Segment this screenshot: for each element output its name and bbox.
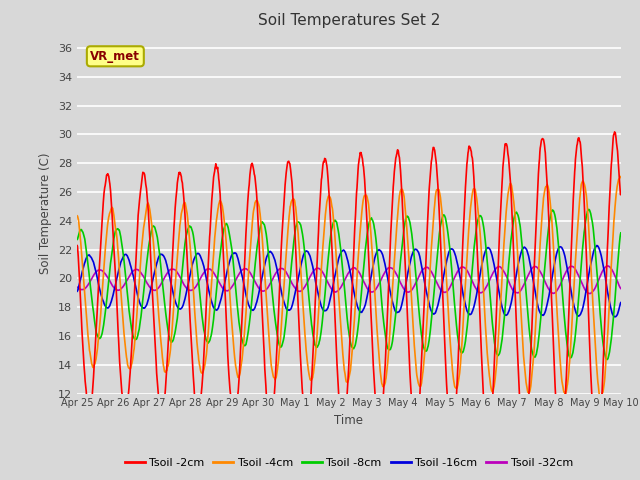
Tsoil -2cm	[593, 446, 601, 452]
Tsoil -4cm	[383, 372, 390, 378]
Tsoil -16cm	[315, 294, 323, 300]
Line: Tsoil -32cm: Tsoil -32cm	[77, 266, 621, 294]
Y-axis label: Soil Temperature (C): Soil Temperature (C)	[39, 153, 52, 275]
Tsoil -16cm	[304, 249, 312, 254]
Title: Soil Temperatures Set 2: Soil Temperatures Set 2	[258, 13, 440, 28]
Tsoil -32cm	[304, 279, 312, 285]
Tsoil -4cm	[304, 361, 312, 367]
Tsoil -2cm	[383, 337, 390, 343]
Text: VR_met: VR_met	[90, 50, 140, 63]
Legend: Tsoil -2cm, Tsoil -4cm, Tsoil -8cm, Tsoil -16cm, Tsoil -32cm: Tsoil -2cm, Tsoil -4cm, Tsoil -8cm, Tsoi…	[120, 453, 577, 472]
Line: Tsoil -2cm: Tsoil -2cm	[77, 132, 621, 449]
Tsoil -16cm	[611, 314, 619, 320]
Tsoil -2cm	[315, 218, 323, 224]
Tsoil -8cm	[137, 313, 145, 319]
Tsoil -32cm	[137, 270, 145, 276]
Tsoil -2cm	[115, 344, 123, 350]
Tsoil -32cm	[315, 265, 323, 271]
Tsoil -2cm	[73, 243, 81, 249]
Tsoil -2cm	[304, 419, 312, 425]
Tsoil -32cm	[604, 263, 612, 269]
Tsoil -16cm	[593, 242, 601, 248]
Tsoil -4cm	[115, 261, 123, 266]
Tsoil -16cm	[617, 300, 625, 305]
Tsoil -16cm	[73, 288, 81, 294]
Tsoil -32cm	[325, 281, 333, 287]
Tsoil -4cm	[596, 395, 604, 401]
Tsoil -16cm	[383, 268, 390, 274]
Tsoil -32cm	[617, 286, 625, 291]
Line: Tsoil -4cm: Tsoil -4cm	[77, 177, 621, 398]
Tsoil -8cm	[115, 227, 123, 233]
Tsoil -16cm	[137, 303, 145, 309]
Tsoil -32cm	[383, 267, 390, 273]
Tsoil -4cm	[137, 252, 145, 258]
Tsoil -4cm	[617, 174, 625, 180]
Tsoil -2cm	[611, 129, 618, 135]
Tsoil -8cm	[617, 230, 625, 236]
Tsoil -8cm	[73, 237, 81, 242]
Tsoil -32cm	[73, 284, 81, 290]
Tsoil -2cm	[617, 192, 625, 197]
Tsoil -4cm	[73, 213, 81, 218]
Tsoil -8cm	[585, 206, 593, 212]
Tsoil -2cm	[325, 185, 333, 191]
Tsoil -32cm	[115, 287, 123, 293]
Tsoil -8cm	[604, 357, 611, 362]
Tsoil -4cm	[315, 304, 323, 310]
Tsoil -8cm	[304, 280, 312, 286]
Line: Tsoil -8cm: Tsoil -8cm	[77, 209, 621, 360]
Tsoil -8cm	[315, 341, 323, 347]
Line: Tsoil -16cm: Tsoil -16cm	[77, 245, 621, 317]
X-axis label: Time: Time	[334, 414, 364, 427]
Tsoil -4cm	[325, 193, 333, 199]
Tsoil -16cm	[325, 302, 333, 308]
Tsoil -16cm	[115, 266, 123, 272]
Tsoil -2cm	[137, 184, 145, 190]
Tsoil -8cm	[325, 252, 333, 257]
Tsoil -32cm	[586, 291, 593, 297]
Tsoil -8cm	[383, 339, 390, 345]
